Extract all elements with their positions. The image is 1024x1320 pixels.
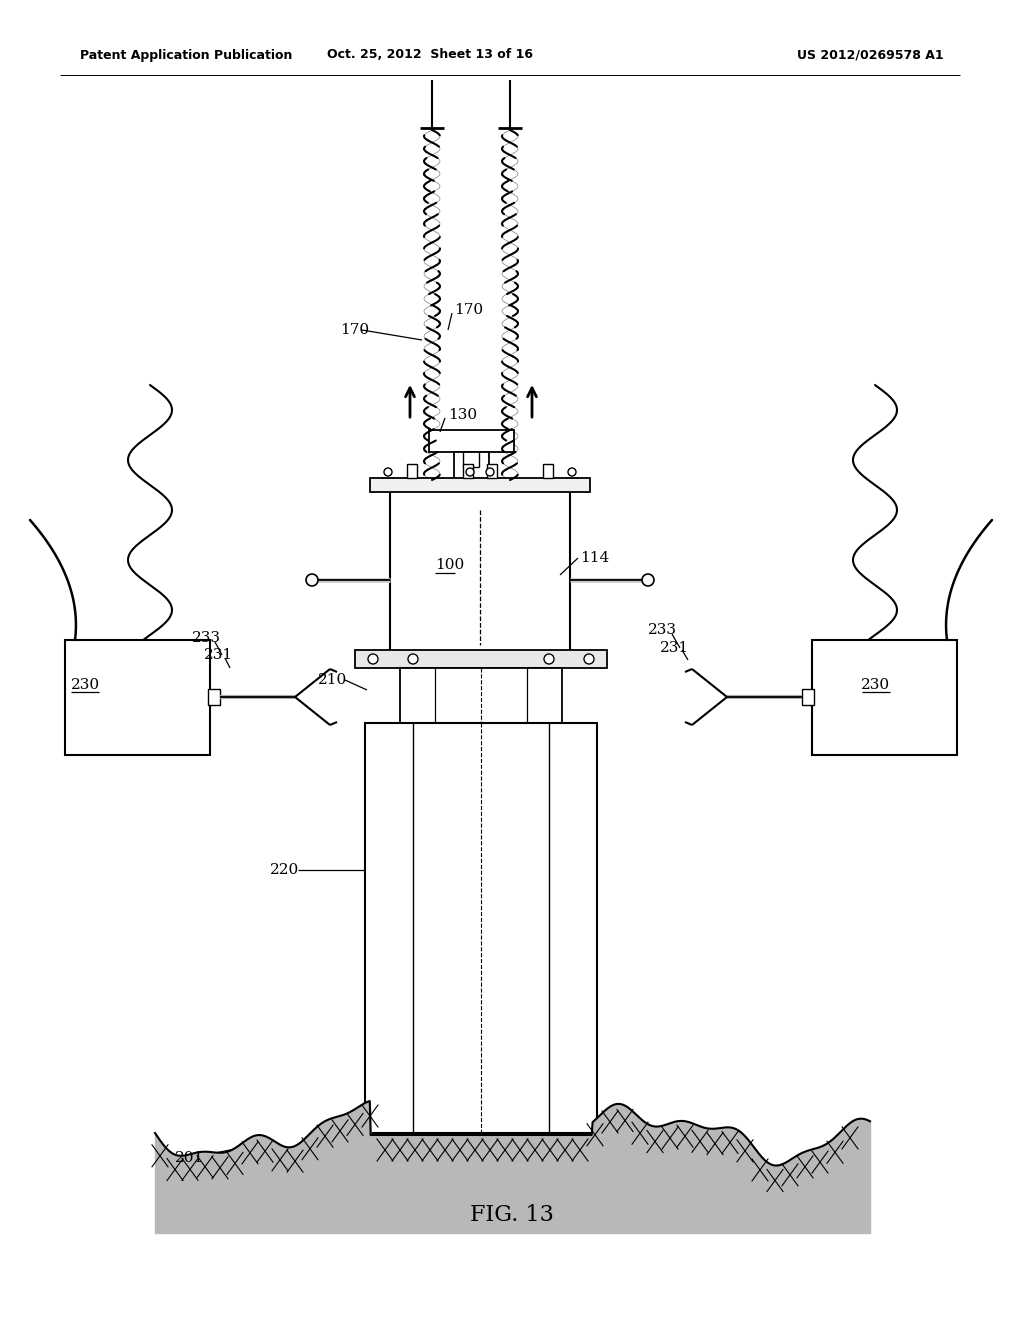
- Bar: [208, 689, 220, 705]
- Bar: [463, 465, 473, 478]
- Circle shape: [306, 574, 318, 586]
- Bar: [400, 668, 562, 723]
- Text: 130: 130: [449, 408, 477, 422]
- Circle shape: [466, 469, 474, 477]
- Bar: [429, 430, 514, 451]
- Bar: [454, 451, 489, 487]
- Bar: [487, 465, 497, 478]
- Bar: [355, 649, 607, 668]
- Text: 231: 231: [204, 648, 233, 663]
- Circle shape: [584, 653, 594, 664]
- Text: 170: 170: [454, 304, 483, 317]
- Bar: [365, 723, 597, 1133]
- Text: 220: 220: [270, 863, 299, 876]
- Text: Oct. 25, 2012  Sheet 13 of 16: Oct. 25, 2012 Sheet 13 of 16: [327, 49, 534, 62]
- Text: FIG. 13: FIG. 13: [470, 1204, 554, 1226]
- Circle shape: [384, 469, 392, 477]
- Circle shape: [642, 574, 654, 586]
- Circle shape: [568, 469, 575, 477]
- Text: Patent Application Publication: Patent Application Publication: [80, 49, 293, 62]
- Circle shape: [408, 653, 418, 664]
- Bar: [543, 465, 553, 478]
- Text: 230: 230: [71, 678, 99, 692]
- Text: 231: 231: [660, 642, 689, 655]
- Text: 230: 230: [861, 678, 891, 692]
- Bar: [407, 465, 417, 478]
- Bar: [812, 640, 957, 755]
- Text: 170: 170: [340, 323, 369, 337]
- Text: 233: 233: [193, 631, 221, 645]
- Text: 233: 233: [648, 623, 677, 638]
- Text: 210: 210: [318, 673, 347, 686]
- Circle shape: [486, 469, 494, 477]
- Bar: [802, 689, 814, 705]
- Bar: [65, 640, 210, 755]
- Bar: [370, 478, 590, 492]
- Text: 100: 100: [435, 558, 464, 572]
- Circle shape: [544, 653, 554, 664]
- Text: 201: 201: [175, 1151, 204, 1166]
- Bar: [390, 490, 570, 655]
- Circle shape: [368, 653, 378, 664]
- Text: 114: 114: [580, 550, 609, 565]
- Text: US 2012/0269578 A1: US 2012/0269578 A1: [797, 49, 943, 62]
